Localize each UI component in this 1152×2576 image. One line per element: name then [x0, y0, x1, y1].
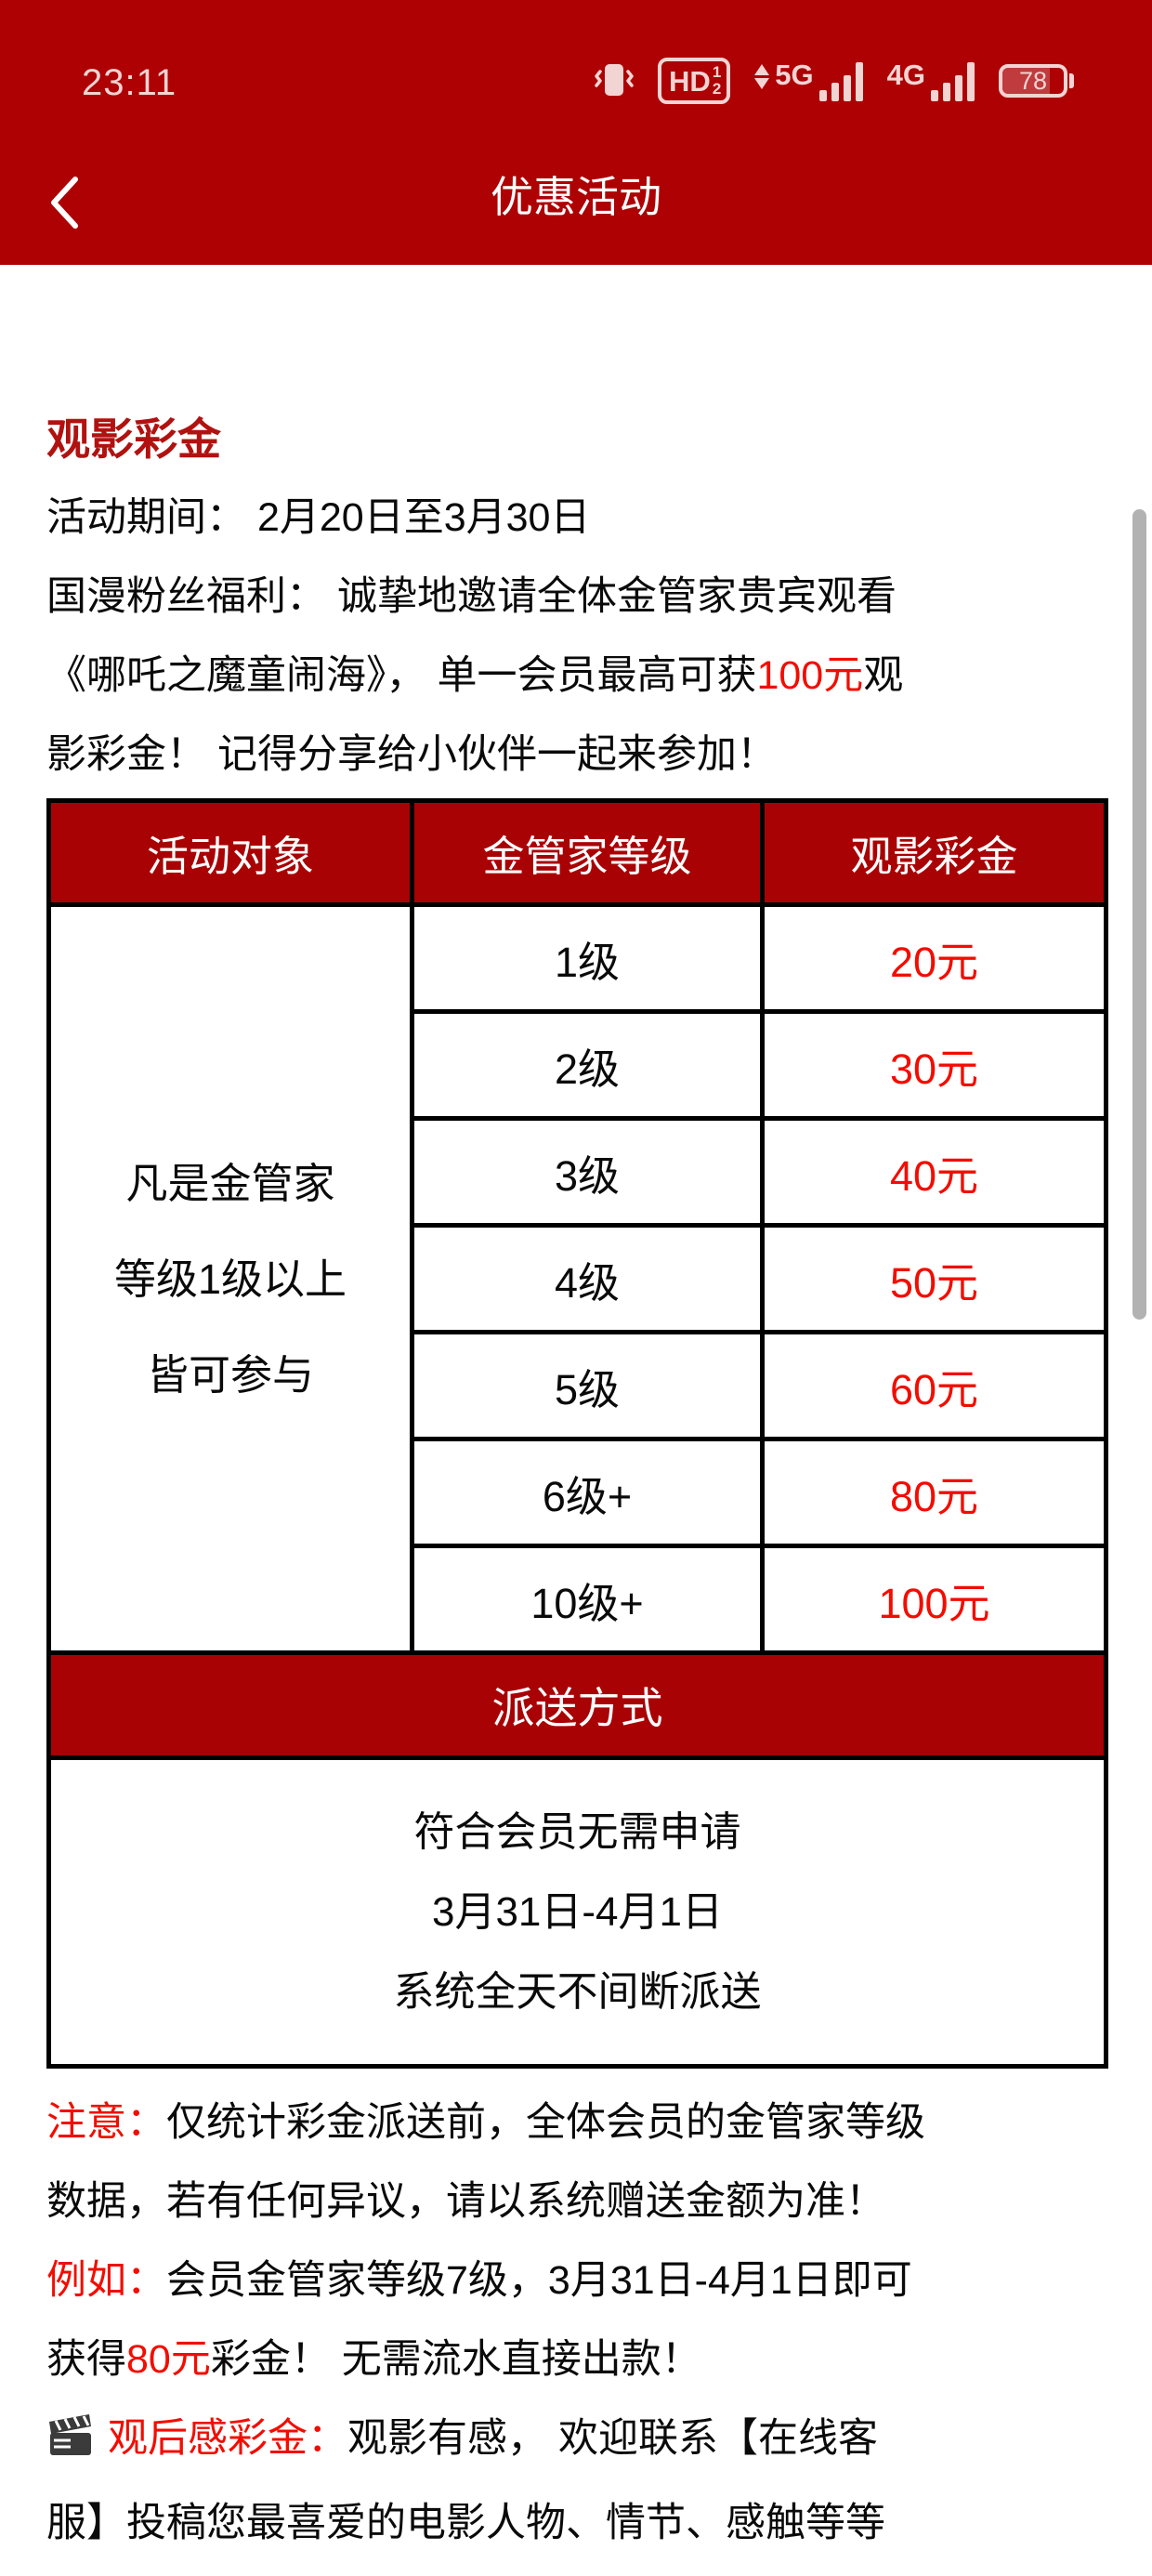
- hd-sim2: 2: [712, 80, 722, 98]
- delivery-band-row: 派送方式: [46, 1650, 1108, 1760]
- header-cell-target: 活动对象: [46, 798, 414, 907]
- promo-heading: 观影彩金: [46, 414, 221, 464]
- promo-content: 观影彩金 活动期间： 2月20日至3月30日 国漫粉丝福利： 诚挚地邀请全体金管…: [0, 400, 1152, 2563]
- eligibility-line-3: 皆可参与: [146, 1350, 314, 1399]
- table-row: 4级 50元: [49, 1223, 1108, 1334]
- eligibility-line-1: 凡是金管家: [125, 1159, 335, 1207]
- delivery-info-row: 符合会员无需申请 3月31日-4月1日 系统全天不间断派送: [46, 1755, 1108, 2069]
- table-row: 5级 60元: [49, 1330, 1108, 1441]
- header-cell-level: 金管家等级: [410, 798, 765, 907]
- network-4g-label: 4G: [886, 59, 925, 91]
- note-example-label: 例如：: [46, 2258, 166, 2303]
- notes-section: 注意：仅统计彩金派送前，全体会员的金管家等级 数据，若有任何异议，请以系统赠送金…: [46, 2083, 1106, 2563]
- clapperboard-icon: [46, 2405, 95, 2484]
- hd-label: HD: [669, 64, 711, 98]
- bonus-cell: 20元: [760, 902, 1108, 1014]
- nav-bar: 优惠活动: [0, 139, 1152, 265]
- hd-sim1: 1: [712, 63, 722, 81]
- delivery-band-cell: 派送方式: [46, 1650, 1108, 1760]
- table-row: 3级 40元: [49, 1116, 1108, 1228]
- table-header-row: 活动对象 金管家等级 观影彩金: [46, 798, 1108, 907]
- intro-line-2-post: 观: [863, 653, 904, 698]
- note-review-label: 观后感彩金：: [108, 2416, 347, 2461]
- battery-fill: [1002, 68, 1051, 94]
- note-attention-cont: 数据，若有任何异议，请以系统赠送金额为准！: [46, 2179, 885, 2224]
- bonus-cell: 60元: [760, 1330, 1108, 1441]
- status-time: 23:11: [82, 62, 177, 103]
- vibrate-icon: [595, 59, 634, 103]
- level-cell: 3级: [410, 1116, 765, 1228]
- period-line: 活动期间： 2月20日至3月30日: [46, 495, 591, 540]
- bonus-cell: 50元: [760, 1223, 1108, 1334]
- level-cell: 5级: [410, 1330, 765, 1441]
- level-cell: 10级+: [410, 1544, 765, 1655]
- battery-body-icon: 78: [999, 64, 1067, 98]
- delivery-line-3: 系统全天不间断派送: [393, 1968, 762, 2015]
- data-updown-arrows-icon: [754, 64, 770, 89]
- network-5g-label: 5G: [775, 59, 814, 91]
- battery-indicator: 78: [999, 64, 1074, 98]
- delivery-line-1: 符合会员无需申请: [413, 1808, 741, 1855]
- header-cell-bonus: 观影彩金: [760, 798, 1108, 907]
- level-cell: 6级+: [410, 1437, 765, 1548]
- hd-sim-stack: 1 2: [713, 64, 721, 98]
- signal-bars-5g-icon: [818, 60, 863, 101]
- back-button[interactable]: [48, 175, 89, 230]
- intro-line-1: 国漫粉丝福利： 诚挚地邀请全体金管家贵宾观看: [46, 574, 897, 619]
- battery-nub: [1069, 73, 1074, 88]
- note-example-text: 会员金管家等级7级，3月31日-4月1日即可: [166, 2258, 912, 2303]
- signal-5g: 5G: [754, 59, 863, 101]
- delivery-info-cell: 符合会员无需申请 3月31日-4月1日 系统全天不间断派送: [46, 1755, 1108, 2069]
- scrollbar-thumb[interactable]: [1132, 509, 1146, 1320]
- status-bar: 23:11 HD 1 2: [0, 0, 1152, 139]
- bonus-cell: 100元: [760, 1544, 1108, 1655]
- bonus-table: 活动对象 金管家等级 观影彩金 凡是金管家 等级1级以上 皆可参与 1级 20元…: [46, 798, 1108, 2069]
- signal-4g: 4G: [887, 60, 975, 101]
- note-attention-label: 注意：: [46, 2100, 166, 2145]
- promo-amount-highlight: 100元: [756, 653, 864, 698]
- table-row: 凡是金管家 等级1级以上 皆可参与 1级 20元: [46, 902, 1108, 1655]
- bonus-cell: 40元: [760, 1116, 1108, 1228]
- table-row: 2级 30元: [49, 1009, 1108, 1121]
- table-row: 6级+ 80元: [49, 1437, 1108, 1548]
- level-cell: 4级: [410, 1223, 765, 1334]
- hd-volte-icon: HD 1 2: [658, 58, 731, 104]
- status-icons: HD 1 2 5G 4G: [595, 58, 1074, 104]
- chevron-left-icon: [51, 176, 78, 229]
- note-example-pre: 获得: [46, 2337, 126, 2382]
- note-review-cont: 服】投稿您最喜爱的电影人物、情节、感触等等: [46, 2501, 885, 2545]
- note-example-amount: 80元: [126, 2337, 211, 2382]
- note-example-post: 彩金！ 无需流水直接出款！: [210, 2337, 701, 2382]
- note-attention-text: 仅统计彩金派送前，全体会员的金管家等级: [166, 2100, 925, 2145]
- page-title: 优惠活动: [491, 173, 661, 222]
- app-header: 23:11 HD 1 2: [0, 0, 1152, 265]
- bonus-cell: 30元: [760, 1009, 1108, 1121]
- eligibility-line-2: 等级1级以上: [113, 1255, 347, 1303]
- eligibility-cell: 凡是金管家 等级1级以上 皆可参与: [46, 902, 414, 1655]
- battery-level-text: 78: [1018, 66, 1048, 95]
- note-example: 例如：会员金管家等级7级，3月31日-4月1日即可: [46, 2241, 1106, 2320]
- table-row: 10级+ 100元: [49, 1544, 1108, 1655]
- bonus-cell: 80元: [760, 1437, 1108, 1548]
- level-cell: 1级: [410, 902, 765, 1014]
- intro-line-3: 影彩金！ 记得分享给小伙伴一起来参加！: [46, 732, 777, 777]
- note-review: 观后感彩金：观影有感， 欢迎联系【在线客: [46, 2399, 1106, 2484]
- level-cell: 2级: [410, 1009, 765, 1121]
- note-example-cont: 获得80元彩金！ 无需流水直接出款！: [46, 2320, 1106, 2399]
- signal-bars-4g-icon: [931, 60, 975, 101]
- intro-line-2-pre: 《哪吒之魔童闹海》， 单一会员最高可获: [46, 653, 757, 698]
- note-attention: 注意：仅统计彩金派送前，全体会员的金管家等级: [46, 2083, 1106, 2162]
- note-review-text: 观影有感， 欢迎联系【在线客: [347, 2416, 878, 2461]
- delivery-line-2: 3月31日-4月1日: [431, 1888, 723, 1935]
- intro-line-2: 《哪吒之魔童闹海》， 单一会员最高可获100元观: [46, 637, 1106, 716]
